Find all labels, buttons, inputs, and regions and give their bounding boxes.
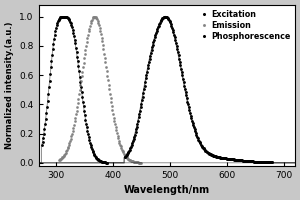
Legend: Excitation, Emission, Phosphorescence: Excitation, Emission, Phosphorescence — [200, 9, 291, 42]
Phosphorescence — [270, 161, 274, 164]
Emission — [136, 161, 139, 164]
Phosphorescence — [123, 156, 126, 158]
Excitation — [62, 15, 65, 18]
X-axis label: Wavelength/nm: Wavelength/nm — [124, 185, 210, 195]
Phosphorescence — [186, 103, 190, 106]
Emission — [139, 161, 142, 164]
Excitation — [98, 160, 102, 162]
Phosphorescence — [264, 161, 268, 163]
Excitation — [40, 144, 44, 146]
Y-axis label: Normalized intensity.(a.u.): Normalized intensity.(a.u.) — [5, 22, 14, 149]
Phosphorescence — [259, 161, 262, 163]
Excitation — [79, 80, 82, 83]
Emission — [91, 17, 94, 20]
Phosphorescence — [163, 15, 167, 18]
Line: Excitation: Excitation — [40, 15, 109, 164]
Phosphorescence — [127, 151, 130, 153]
Line: Emission: Emission — [58, 15, 142, 164]
Excitation — [100, 160, 103, 163]
Emission — [100, 40, 104, 43]
Excitation — [106, 161, 109, 164]
Emission — [88, 27, 91, 30]
Emission — [93, 15, 96, 18]
Excitation — [58, 17, 61, 19]
Phosphorescence — [144, 77, 148, 80]
Emission — [57, 159, 61, 161]
Phosphorescence — [265, 161, 269, 164]
Emission — [128, 159, 132, 161]
Excitation — [102, 161, 105, 163]
Line: Phosphorescence: Phosphorescence — [123, 15, 274, 164]
Excitation — [100, 161, 104, 163]
Emission — [77, 93, 81, 95]
